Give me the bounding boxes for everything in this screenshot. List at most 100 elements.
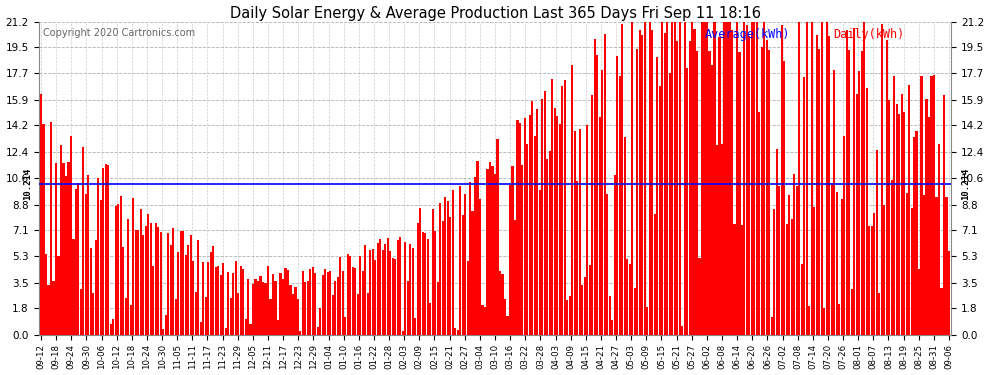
Bar — [906, 193, 908, 334]
Bar — [896, 104, 898, 334]
Bar — [138, 230, 140, 334]
Bar — [791, 219, 793, 334]
Bar — [808, 306, 811, 334]
Bar — [803, 76, 805, 334]
Bar — [594, 39, 596, 334]
Bar — [481, 305, 483, 334]
Bar — [95, 240, 97, 334]
Bar — [177, 252, 179, 334]
Bar — [284, 268, 286, 334]
Bar — [419, 208, 421, 334]
Bar — [591, 95, 593, 334]
Bar — [709, 51, 711, 334]
Bar — [315, 273, 317, 334]
Bar — [942, 95, 945, 334]
Bar — [159, 232, 161, 334]
Bar — [818, 50, 821, 334]
Bar — [474, 177, 476, 334]
Bar — [179, 231, 182, 334]
Bar — [249, 324, 251, 334]
Bar — [771, 317, 773, 334]
Bar — [374, 260, 376, 334]
Bar — [60, 145, 62, 334]
Bar — [724, 17, 726, 334]
Bar — [304, 282, 307, 334]
Bar — [57, 256, 59, 334]
Bar — [105, 164, 107, 334]
Bar — [252, 284, 254, 334]
Bar — [639, 30, 641, 334]
Bar — [272, 274, 274, 334]
Bar — [332, 294, 334, 334]
Bar — [379, 239, 381, 334]
Bar — [614, 175, 616, 334]
Bar — [307, 281, 309, 334]
Bar — [621, 24, 624, 334]
Bar — [676, 41, 678, 334]
Bar — [750, 17, 753, 334]
Bar — [606, 194, 608, 334]
Bar — [112, 320, 115, 334]
Bar — [262, 282, 264, 334]
Bar — [811, 17, 813, 334]
Bar — [609, 296, 611, 334]
Bar — [382, 250, 384, 334]
Bar — [748, 36, 750, 334]
Bar — [875, 150, 878, 334]
Bar — [432, 210, 434, 334]
Bar — [52, 281, 54, 334]
Bar — [115, 206, 117, 334]
Bar — [891, 180, 893, 334]
Bar — [586, 126, 588, 334]
Bar — [855, 94, 857, 334]
Bar — [412, 248, 414, 334]
Bar — [656, 57, 658, 334]
Bar — [668, 72, 670, 334]
Bar — [157, 227, 159, 334]
Bar — [522, 165, 524, 334]
Bar — [898, 114, 900, 334]
Bar — [886, 40, 888, 334]
Bar — [174, 299, 177, 334]
Bar — [848, 50, 850, 334]
Bar — [471, 211, 473, 334]
Bar — [54, 163, 57, 334]
Bar — [225, 328, 227, 334]
Bar — [571, 65, 573, 335]
Bar — [92, 293, 94, 334]
Bar — [734, 224, 736, 334]
Bar — [297, 299, 299, 334]
Bar — [110, 324, 112, 334]
Bar — [786, 224, 788, 334]
Bar — [294, 287, 297, 334]
Bar — [148, 214, 149, 334]
Text: Daily(kWh): Daily(kWh) — [833, 28, 904, 41]
Bar — [551, 79, 553, 334]
Bar — [913, 136, 915, 334]
Bar — [532, 101, 534, 334]
Bar — [537, 109, 539, 334]
Bar — [424, 233, 427, 334]
Bar — [200, 322, 202, 334]
Bar — [187, 245, 189, 334]
Bar — [719, 36, 721, 334]
Bar — [235, 261, 237, 334]
Bar — [634, 288, 636, 334]
Bar — [686, 68, 688, 335]
Bar — [499, 272, 501, 334]
Bar — [496, 138, 499, 334]
Bar — [653, 214, 655, 334]
Bar — [100, 200, 102, 334]
Bar — [145, 226, 147, 334]
Bar — [798, 17, 800, 334]
Text: 10.214: 10.214 — [960, 168, 969, 200]
Bar — [553, 108, 556, 334]
Bar — [711, 64, 713, 334]
Bar — [459, 186, 461, 334]
Bar — [245, 319, 247, 334]
Bar — [671, 17, 673, 334]
Bar — [309, 269, 312, 334]
Bar — [721, 144, 723, 334]
Bar — [274, 281, 276, 334]
Bar — [546, 159, 548, 334]
